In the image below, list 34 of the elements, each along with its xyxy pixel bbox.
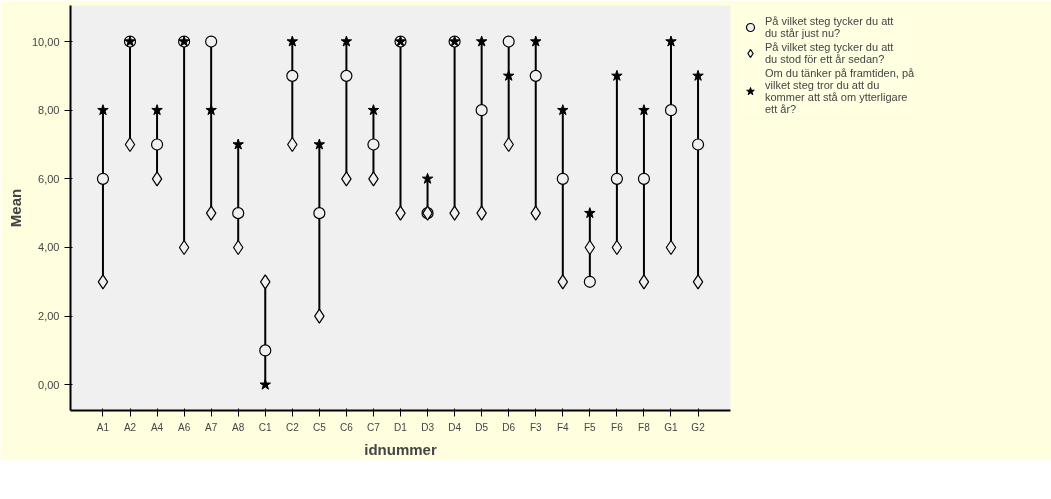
x-tick-label: A1 <box>96 421 110 433</box>
x-tick-label: F3 <box>529 421 543 433</box>
x-tick-label: D4 <box>448 421 462 433</box>
y-tick-label: 10,00 <box>31 35 60 48</box>
x-tick-label: C2 <box>285 421 300 433</box>
x-tick-label: D3 <box>421 421 435 433</box>
x-tick-label: F4 <box>556 421 570 433</box>
x-tick-label: F8 <box>638 421 651 433</box>
x-tick-label: D5 <box>475 421 489 433</box>
y-tick-label: 2,00 <box>38 310 60 323</box>
x-tick-label: A4 <box>150 421 164 433</box>
y-axis-title: Mean <box>6 188 24 228</box>
legend-label: Om du tänker på framtiden, på vilket steg tror du att du kommer att stå om ytterligare ett år? <box>765 67 915 115</box>
x-tick-label: C5 <box>312 421 327 433</box>
x-tick-label: F6 <box>611 421 624 433</box>
x-tick-label: C6 <box>340 421 354 433</box>
x-tick-label: D6 <box>502 421 516 433</box>
x-tick-label: A7 <box>205 421 218 433</box>
x-tick-label: A8 <box>232 421 245 433</box>
y-tick-label: 4,00 <box>38 241 60 254</box>
x-tick-label: G1 <box>664 421 679 433</box>
x-tick-label: D1 <box>394 421 408 433</box>
x-tick-label: C1 <box>258 421 273 433</box>
x-tick-label: C7 <box>367 421 381 433</box>
x-axis-title: idnummer <box>364 440 437 458</box>
y-tick-label: 6,00 <box>38 172 60 185</box>
y-tick-label: 0,00 <box>38 378 60 391</box>
y-tick-label: 8,00 <box>38 104 60 117</box>
legend-label: På vilket steg tycker du att du står just nu? <box>765 15 894 39</box>
x-tick-label: G2 <box>691 421 706 433</box>
x-tick-label: F5 <box>584 421 597 433</box>
legend-label: På vilket steg tycker du att du stod för ett år sedan? <box>765 41 894 65</box>
x-tick-label: A2 <box>123 421 137 433</box>
x-tick-label: A6 <box>177 421 191 433</box>
